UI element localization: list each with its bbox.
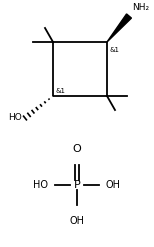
Text: O: O [73,144,81,154]
Text: HO: HO [33,180,48,190]
Text: &1: &1 [56,88,66,94]
Text: NH₂: NH₂ [132,3,149,12]
Text: OH: OH [106,180,121,190]
Text: &1: &1 [110,47,120,53]
Text: P: P [74,180,80,190]
Text: OH: OH [69,216,85,226]
Text: HO: HO [8,112,22,122]
Polygon shape [107,14,132,42]
